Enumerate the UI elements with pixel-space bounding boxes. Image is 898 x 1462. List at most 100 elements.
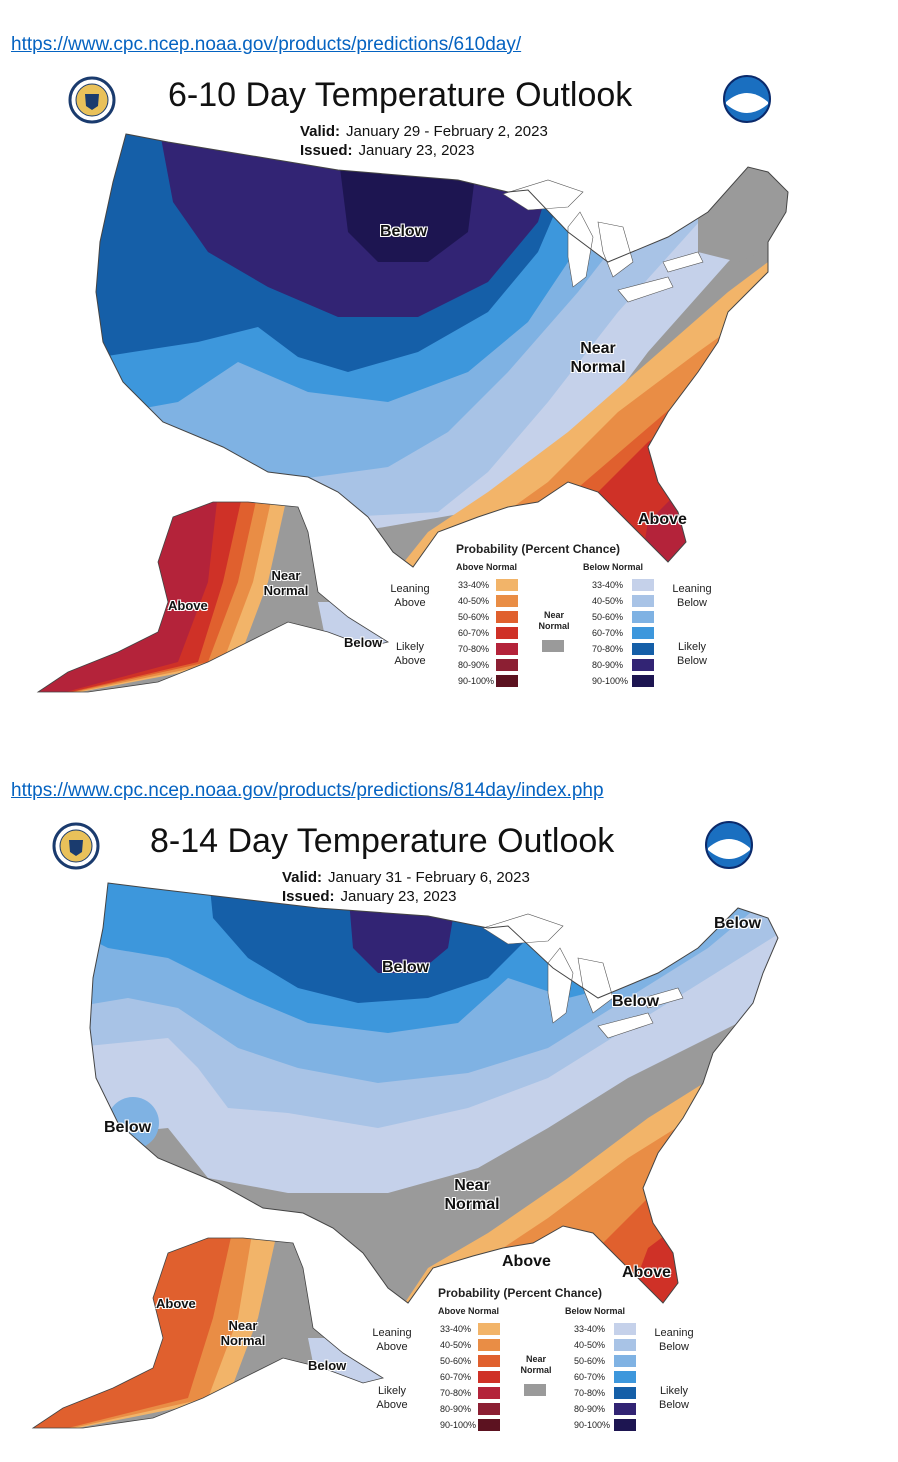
great-lakes	[502, 179, 704, 303]
alaska-outline	[31, 1237, 385, 1429]
legend-above-swatch	[478, 1387, 500, 1399]
outlook-panel-6-10: 6-10 Day Temperature Outlook Valid: Janua…	[8, 62, 798, 697]
legend-below-swatch	[632, 643, 654, 655]
legend-above-swatch	[496, 675, 518, 687]
conus-outline	[89, 882, 779, 1304]
label-above-southeast: Above	[622, 1264, 671, 1281]
legend-below-range: 40-50%	[574, 1340, 606, 1350]
legend-below-swatch	[614, 1387, 636, 1399]
doc-seal-icon	[52, 822, 100, 870]
cpc-814day-link[interactable]: https://www.cpc.ncep.noaa.gov/products/p…	[11, 780, 604, 801]
legend-below-range: 70-80%	[574, 1388, 606, 1398]
legend-below-range: 50-60%	[574, 1356, 606, 1366]
legend-above-range: 90-100%	[458, 676, 495, 686]
noaa-logo-icon	[723, 75, 771, 123]
legend-below-swatch	[632, 659, 654, 671]
valid-dates: Valid: January 29 - February 2, 2023	[300, 123, 548, 140]
label-above-alaska: Above	[168, 598, 208, 613]
conus-outline	[95, 133, 789, 568]
outlook-title: 6-10 Day Temperature Outlook	[168, 76, 633, 114]
legend-below-swatch	[614, 1355, 636, 1367]
legend-below-range: 33-40%	[592, 580, 624, 590]
legend-below-swatch	[614, 1403, 636, 1415]
legend-above-range: 33-40%	[440, 1324, 472, 1334]
swatch-near-normal	[542, 640, 564, 652]
legend-below-swatch	[614, 1371, 636, 1383]
swatch-near-normal	[524, 1384, 546, 1396]
legend-above-range: 80-90%	[440, 1404, 472, 1414]
legend-above-range: 40-50%	[440, 1340, 472, 1350]
legend-below-range: 60-70%	[592, 628, 624, 638]
label-below-california: Below	[104, 1119, 152, 1136]
legend-above-swatch	[478, 1355, 500, 1367]
outlook-panel-8-14: 8-14 Day Temperature Outlook Valid: Janua…	[8, 808, 798, 1443]
label-below-north: Below	[382, 959, 430, 976]
legend-above-range: 90-100%	[440, 1420, 477, 1430]
temperature-outlook-map-8-14	[31, 882, 779, 1429]
legend-below-swatch	[632, 675, 654, 687]
legend-above-swatch	[496, 579, 518, 591]
legend-below-swatch	[614, 1419, 636, 1431]
outlook-title: 8-14 Day Temperature Outlook	[150, 822, 615, 860]
label-near-normal-alaska: Near Normal	[263, 568, 309, 598]
legend-below-range: 60-70%	[574, 1372, 606, 1382]
legend-above-range: 50-60%	[458, 612, 490, 622]
label-below-northeast: Below	[714, 915, 762, 932]
legend-below-range: 80-90%	[592, 660, 624, 670]
legend-above-range: 70-80%	[440, 1388, 472, 1398]
legend-below-range: 33-40%	[574, 1324, 606, 1334]
label-above-alaska: Above	[156, 1296, 196, 1311]
temperature-outlook-map-6-10	[36, 133, 789, 693]
legend-below-range: 90-100%	[592, 676, 629, 686]
legend-below-range: 50-60%	[592, 612, 624, 622]
legend-above-swatch	[478, 1339, 500, 1351]
legend-below-swatch	[632, 627, 654, 639]
great-lakes	[482, 913, 684, 1039]
label-below-east: Below	[612, 993, 660, 1010]
label-above-south: Above	[502, 1253, 551, 1270]
label-near-normal-south: Near Normal	[444, 1177, 500, 1213]
label-below-alaska: Below	[344, 635, 383, 650]
legend-below-range: 70-80%	[592, 644, 624, 654]
legend-above-range: 60-70%	[440, 1372, 472, 1382]
legend-above-swatch	[478, 1323, 500, 1335]
legend-above-swatch	[478, 1371, 500, 1383]
legend-above-range: 40-50%	[458, 596, 490, 606]
cpc-610day-link[interactable]: https://www.cpc.ncep.noaa.gov/products/p…	[11, 34, 522, 55]
legend-below-swatch	[632, 595, 654, 607]
issued-date: Issued: January 23, 2023	[282, 888, 457, 905]
doc-seal-icon	[68, 76, 116, 124]
legend-below-range: 40-50%	[592, 596, 624, 606]
legend-above-swatch	[496, 611, 518, 623]
legend-above-range: 60-70%	[458, 628, 490, 638]
probability-legend: Probability (Percent Chance) Above Norma…	[390, 542, 712, 687]
label-near-normal-east: Near Normal	[570, 340, 626, 376]
legend-above-swatch	[496, 659, 518, 671]
legend-above-range: 33-40%	[458, 580, 490, 590]
legend-below-range: 80-90%	[574, 1404, 606, 1414]
issued-date: Issued: January 23, 2023	[300, 142, 475, 159]
legend-above-swatch	[496, 595, 518, 607]
probability-legend: Probability (Percent Chance) Above Norma…	[372, 1286, 694, 1431]
noaa-logo-icon	[705, 821, 753, 869]
legend-above-swatch	[478, 1419, 500, 1431]
alaska-outline	[36, 501, 390, 693]
legend-above-swatch	[478, 1403, 500, 1415]
alaska-probability-bands	[38, 502, 388, 692]
label-below-alaska: Below	[308, 1358, 347, 1373]
legend-above-range: 80-90%	[458, 660, 490, 670]
legend-above-range: 50-60%	[440, 1356, 472, 1366]
label-near-normal-alaska: Near Normal	[220, 1318, 266, 1348]
valid-dates: Valid: January 31 - February 6, 2023	[282, 869, 530, 886]
legend-below-swatch	[632, 611, 654, 623]
label-above-southeast: Above	[638, 511, 687, 528]
legend-above-swatch	[496, 643, 518, 655]
legend-below-range: 90-100%	[574, 1420, 611, 1430]
label-below-north: Below	[380, 223, 428, 240]
conus-probability-bands	[96, 134, 788, 567]
legend-below-swatch	[632, 579, 654, 591]
legend-below-swatch	[614, 1323, 636, 1335]
legend-below-swatch	[614, 1339, 636, 1351]
legend-above-range: 70-80%	[458, 644, 490, 654]
legend-above-swatch	[496, 627, 518, 639]
